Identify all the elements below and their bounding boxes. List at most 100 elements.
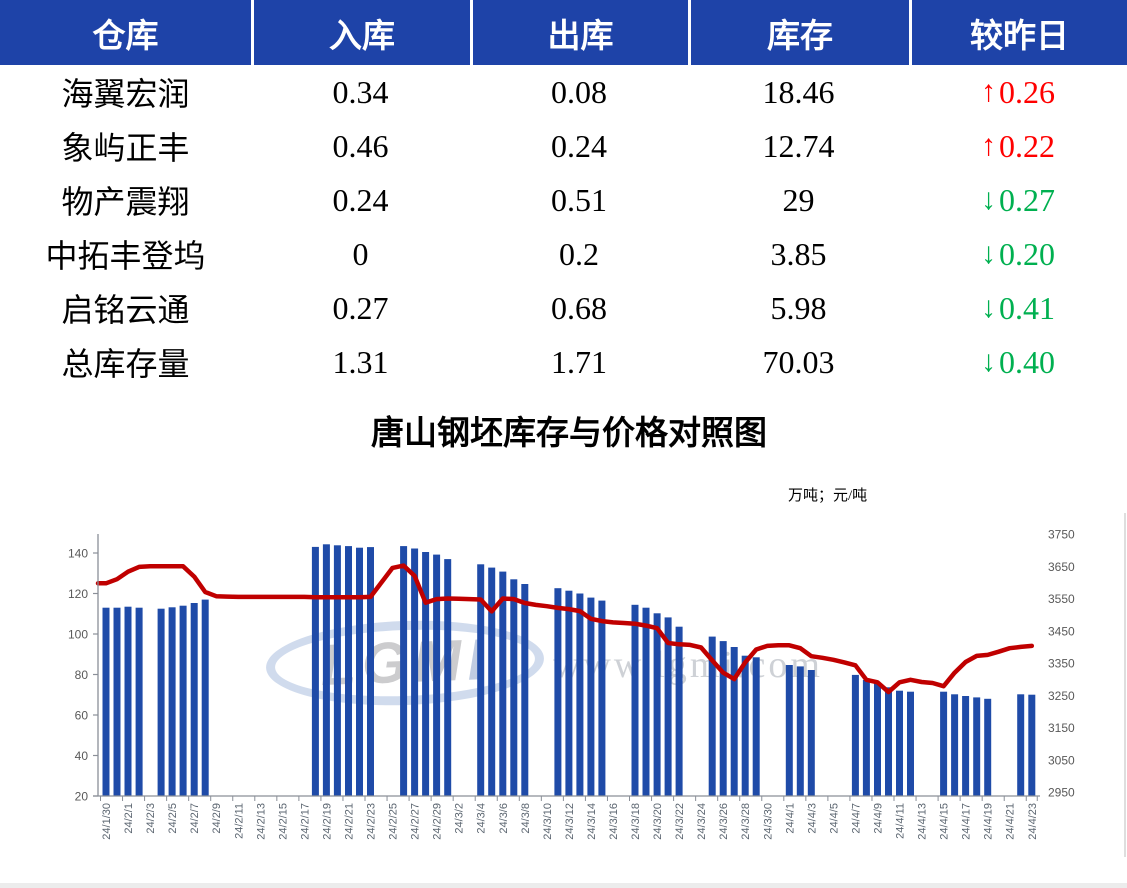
x-axis-date-label: 24/4/19 (983, 803, 995, 840)
x-axis-date-label: 24/2/17 (299, 803, 311, 840)
inventory-bar (741, 655, 749, 796)
x-axis-date-label: 24/1/30 (101, 803, 113, 840)
right-axis-tick-label: 3450 (1048, 624, 1075, 638)
x-axis-date-label: 24/2/23 (366, 803, 378, 840)
stock-value: 3.85 (770, 235, 827, 272)
inventory-bar (400, 546, 408, 796)
price-line (95, 563, 1035, 695)
inventory-bar (785, 665, 793, 796)
inventory-bar (422, 552, 430, 796)
inventory-bar (719, 641, 727, 796)
x-axis-date-label: 24/2/15 (277, 803, 289, 840)
change-number: 0.27 (999, 181, 1055, 218)
inventory-bar (675, 626, 683, 796)
stock-value: 5.98 (770, 289, 827, 326)
inventory-bar (576, 593, 584, 796)
inventory-bar (862, 680, 870, 796)
inventory-bar (874, 682, 881, 796)
inbound-value: 0.46 (332, 127, 389, 164)
x-axis-date-label: 24/2/21 (343, 803, 355, 840)
header-cell-0: 仓库 (92, 18, 159, 55)
inventory-bar (885, 687, 892, 796)
inventory-bar (521, 584, 529, 796)
warehouse-name: 中拓丰登坞 (45, 238, 206, 274)
change-number: 0.41 (999, 289, 1055, 326)
left-axis-tick-label: 40 (75, 749, 89, 763)
inventory-bar (333, 545, 341, 796)
inventory-bar (124, 606, 132, 796)
right-axis-tick-label: 3650 (1048, 560, 1075, 574)
change-value: ↓ 0.40 (909, 344, 1127, 381)
inventory-bar (102, 607, 110, 796)
right-axis-tick-label: 3350 (1048, 657, 1075, 671)
change-number: 0.26 (999, 73, 1055, 110)
inventory-bar (367, 547, 374, 796)
chart-title: 唐山钢坯库存与价格对照图 (371, 416, 767, 452)
inventory-bar (311, 546, 319, 796)
stock-value: 12.74 (762, 127, 835, 164)
change-number: 0.40 (999, 343, 1055, 380)
right-axis-tick-label: 3250 (1048, 689, 1075, 703)
x-axis-date-label: 24/2/19 (321, 803, 333, 840)
inbound-value: 0.27 (332, 289, 389, 326)
right-axis-tick-label: 3550 (1048, 592, 1075, 606)
inventory-bar (322, 544, 330, 796)
x-axis-date-label: 24/3/2 (454, 803, 466, 834)
chart-units-label: 万吨；元/吨 (788, 488, 868, 504)
inventory-bar (1028, 694, 1036, 796)
x-axis-date-label: 24/2/1 (123, 803, 135, 834)
warehouse-name: 海翼宏润 (61, 76, 190, 112)
inventory-bar (807, 670, 815, 796)
inbound-value: 0 (352, 235, 369, 272)
inventory-bar (984, 698, 992, 796)
x-axis-date-label: 24/3/12 (564, 803, 576, 840)
stock-value: 18.46 (762, 73, 835, 110)
x-axis-date-label: 24/3/30 (762, 803, 774, 840)
inventory-bar (851, 674, 859, 796)
x-axis-date-label: 24/3/8 (520, 803, 532, 834)
inventory-bar (631, 604, 639, 796)
right-axis-tick-label: 3050 (1048, 753, 1075, 767)
inventory-bar (708, 636, 716, 796)
down-arrow-icon: ↓ (981, 345, 996, 378)
header-cell-3: 库存 (688, 0, 909, 65)
inventory-bar (664, 617, 672, 796)
x-axis-date-label: 24/4/11 (895, 803, 907, 839)
x-axis-date-label: 24/3/4 (476, 803, 488, 834)
x-axis-date-label: 24/4/17 (961, 803, 973, 840)
change-number: 0.20 (999, 235, 1055, 272)
inventory-bar (168, 607, 176, 796)
change-value: ↓ 0.27 (909, 182, 1127, 219)
inventory-bar (587, 597, 595, 796)
x-axis-date-label: 24/3/6 (498, 803, 510, 834)
up-arrow-icon: ↑ (981, 75, 996, 108)
x-axis-date-label: 24/3/28 (740, 803, 752, 840)
x-axis-date-label: 24/3/26 (718, 803, 730, 840)
change-value: ↑ 0.26 (909, 74, 1127, 111)
change-value: ↑ 0.22 (909, 128, 1127, 165)
left-axis-tick-label: 120 (68, 587, 88, 601)
inventory-bar (201, 599, 209, 796)
inventory-bar (896, 690, 903, 796)
bottom-strip (0, 883, 1127, 888)
table-row: 中拓丰登坞 0 0.2 3.85 ↓ 0.20 (0, 227, 1127, 281)
left-axis-tick-label: 80 (75, 668, 89, 682)
inventory-bar (730, 647, 738, 796)
inventory-bar (940, 691, 948, 796)
table-row: 海翼宏润 0.34 0.08 18.46 ↑ 0.26 (0, 65, 1127, 119)
inventory-bar (907, 691, 914, 796)
table-row: 象屿正丰 0.46 0.24 12.74 ↑ 0.22 (0, 119, 1127, 173)
inventory-bar (962, 696, 970, 796)
inventory-bar (433, 554, 441, 796)
table-row: 总库存量 1.31 1.71 70.03 ↓ 0.40 (0, 335, 1127, 389)
right-axis-tick-label: 3750 (1048, 528, 1075, 542)
inventory-bar (951, 694, 959, 796)
x-axis-date-label: 24/2/11 (233, 803, 245, 839)
warehouse-name: 物产震翔 (61, 184, 190, 220)
inventory-table: 仓库 入库 出库 库存 较昨日 海翼宏润 0.34 0.08 18.46 ↑ 0.26 象屿正丰 0.4… (0, 0, 1127, 389)
right-axis-tick-label: 3150 (1048, 721, 1075, 735)
inventory-bar (444, 559, 452, 796)
outbound-value: 1.71 (551, 343, 607, 380)
change-value: ↓ 0.20 (909, 236, 1127, 273)
